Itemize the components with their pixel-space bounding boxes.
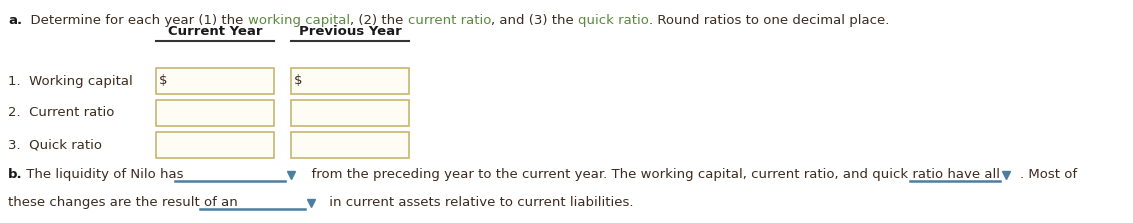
- Text: working capital: working capital: [248, 14, 350, 27]
- Text: . Round ratios to one decimal place.: . Round ratios to one decimal place.: [649, 14, 889, 27]
- Text: . Most of: . Most of: [1020, 168, 1077, 181]
- Text: Determine for each year (1) the: Determine for each year (1) the: [23, 14, 248, 27]
- Text: 1.  Working capital: 1. Working capital: [8, 74, 133, 87]
- Text: $: $: [159, 74, 168, 87]
- Text: , (2) the: , (2) the: [350, 14, 408, 27]
- FancyBboxPatch shape: [291, 68, 409, 94]
- Text: in current assets relative to current liabilities.: in current assets relative to current li…: [325, 196, 633, 209]
- Text: Current Year: Current Year: [168, 25, 262, 38]
- Text: 2.  Current ratio: 2. Current ratio: [8, 107, 114, 120]
- Text: quick ratio: quick ratio: [578, 14, 649, 27]
- Text: from the preceding year to the current year. The working capital, current ratio,: from the preceding year to the current y…: [303, 168, 1000, 181]
- Text: these changes are the result of an: these changes are the result of an: [8, 196, 238, 209]
- Text: current ratio: current ratio: [408, 14, 491, 27]
- Text: a.: a.: [8, 14, 23, 27]
- Text: The liquidity of Nilo has: The liquidity of Nilo has: [22, 168, 184, 181]
- FancyBboxPatch shape: [156, 100, 274, 126]
- Text: Previous Year: Previous Year: [299, 25, 401, 38]
- FancyBboxPatch shape: [291, 100, 409, 126]
- Text: b.: b.: [8, 168, 23, 181]
- FancyBboxPatch shape: [291, 132, 409, 158]
- Text: , and (3) the: , and (3) the: [491, 14, 578, 27]
- FancyBboxPatch shape: [156, 132, 274, 158]
- Text: 3.  Quick ratio: 3. Quick ratio: [8, 138, 102, 151]
- Text: $: $: [293, 74, 303, 87]
- FancyBboxPatch shape: [156, 68, 274, 94]
